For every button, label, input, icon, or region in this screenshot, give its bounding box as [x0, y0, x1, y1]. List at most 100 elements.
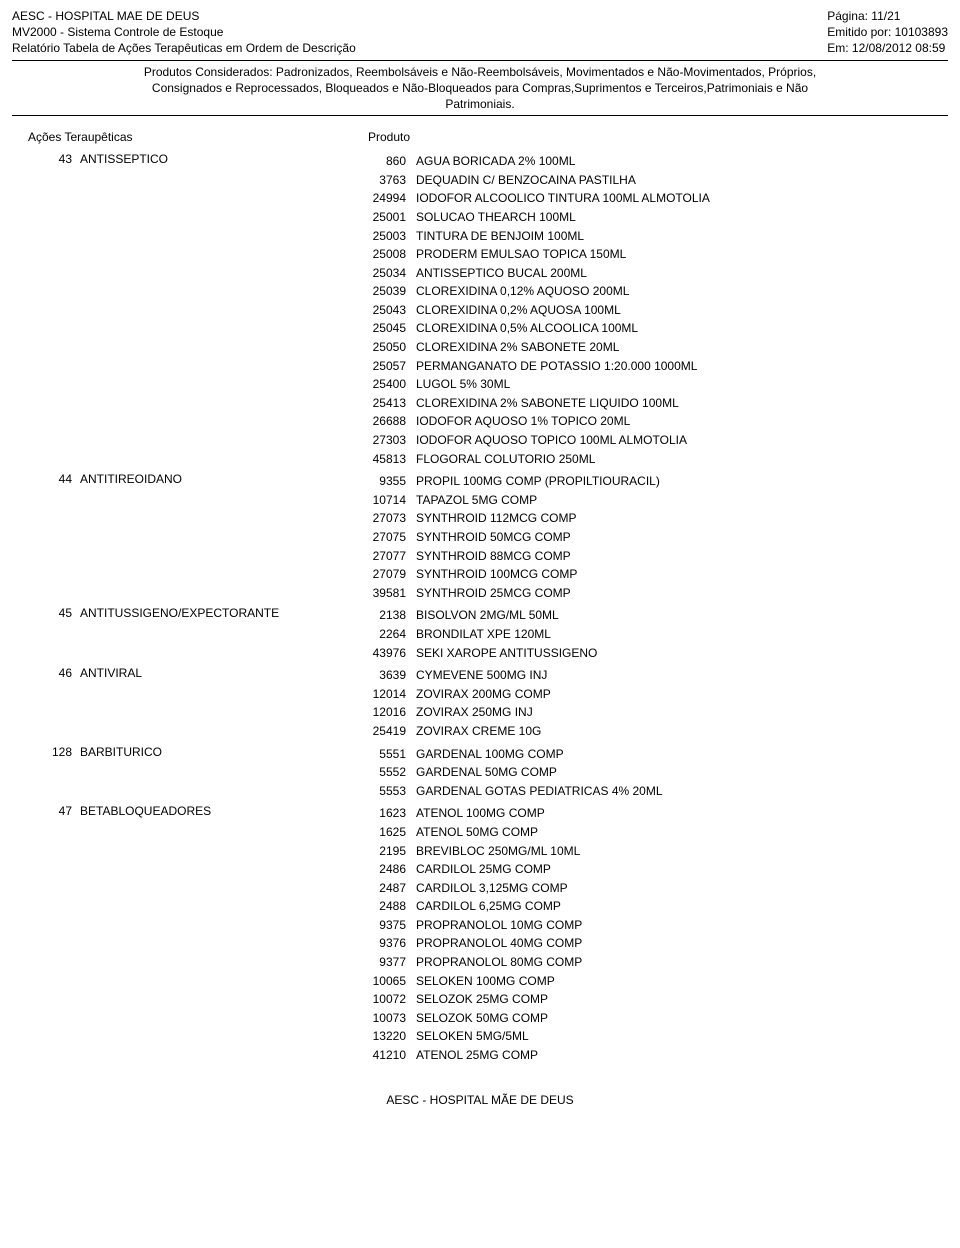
product-row: 25043CLOREXIDINA 0,2% AQUOSA 100ML	[352, 301, 948, 320]
product-code: 10073	[352, 1009, 416, 1028]
therapeutic-group: 128BARBITURICO5551GARDENAL 100MG COMP555…	[12, 745, 948, 801]
product-code: 10065	[352, 972, 416, 991]
product-row: 25057PERMANGANATO DE POTASSIO 1:20.000 1…	[352, 357, 948, 376]
product-name: CARDILOL 3,125MG COMP	[416, 879, 948, 898]
emitted-at: Em: 12/08/2012 08:59	[827, 40, 948, 56]
therapeutic-group: 45ANTITUSSIGENO/EXPECTORANTE2138BISOLVON…	[12, 606, 948, 662]
product-row: 25400LUGOL 5% 30ML	[352, 375, 948, 394]
product-row: 9376PROPRANOLOL 40MG COMP	[352, 934, 948, 953]
product-name: GARDENAL 100MG COMP	[416, 745, 948, 764]
column-header-product: Produto	[368, 130, 948, 144]
product-code: 25008	[352, 245, 416, 264]
product-row: 10714TAPAZOL 5MG COMP	[352, 491, 948, 510]
product-row: 25034ANTISSEPTICO BUCAL 200ML	[352, 264, 948, 283]
product-code: 25045	[352, 319, 416, 338]
product-code: 27073	[352, 509, 416, 528]
product-row: 13220SELOKEN 5MG/5ML	[352, 1027, 948, 1046]
product-row: 9375PROPRANOLOL 10MG COMP	[352, 916, 948, 935]
product-row: 3763DEQUADIN C/ BENZOCAINA PASTILHA	[352, 171, 948, 190]
product-name: ATENOL 50MG COMP	[416, 823, 948, 842]
product-row: 10065SELOKEN 100MG COMP	[352, 972, 948, 991]
product-row: 24994IODOFOR ALCOOLICO TINTURA 100ML ALM…	[352, 189, 948, 208]
product-name: DEQUADIN C/ BENZOCAINA PASTILHA	[416, 171, 948, 190]
product-name: TAPAZOL 5MG COMP	[416, 491, 948, 510]
product-row: 27079SYNTHROID 100MCG COMP	[352, 565, 948, 584]
product-name: IODOFOR AQUOSO TOPICO 100ML ALMOTOLIA	[416, 431, 948, 450]
product-code: 3639	[352, 666, 416, 685]
emitted-by: Emitido por: 10103893	[827, 24, 948, 40]
product-code: 25003	[352, 227, 416, 246]
groups-container: 43ANTISSEPTICO860AGUA BORICADA 2% 100ML3…	[12, 152, 948, 1065]
therapeutic-group: 46ANTIVIRAL3639CYMEVENE 500MG INJ12014ZO…	[12, 666, 948, 740]
product-row: 2138BISOLVON 2MG/ML 50ML	[352, 606, 948, 625]
product-row: 5552GARDENAL 50MG COMP	[352, 763, 948, 782]
product-name: PROPRANOLOL 40MG COMP	[416, 934, 948, 953]
product-row: 12016ZOVIRAX 250MG INJ	[352, 703, 948, 722]
product-row: 25050CLOREXIDINA 2% SABONETE 20ML	[352, 338, 948, 357]
page-number: Página: 11/21	[827, 8, 948, 24]
product-code: 2195	[352, 842, 416, 861]
group-name: BETABLOQUEADORES	[80, 804, 352, 1064]
product-row: 25008PRODERM EMULSAO TOPICA 150ML	[352, 245, 948, 264]
products-list: 2138BISOLVON 2MG/ML 50ML2264BRONDILAT XP…	[352, 606, 948, 662]
system-name: MV2000 - Sistema Controle de Estoque	[12, 24, 356, 40]
group-code: 45	[12, 606, 80, 662]
column-header-actions: Ações Teraupêticas	[12, 130, 368, 144]
product-row: 25039CLOREXIDINA 0,12% AQUOSO 200ML	[352, 282, 948, 301]
product-name: PERMANGANATO DE POTASSIO 1:20.000 1000ML	[416, 357, 948, 376]
product-code: 5552	[352, 763, 416, 782]
product-name: TINTURA DE BENJOIM 100ML	[416, 227, 948, 246]
products-list: 5551GARDENAL 100MG COMP5552GARDENAL 50MG…	[352, 745, 948, 801]
therapeutic-group: 47BETABLOQUEADORES1623ATENOL 100MG COMP1…	[12, 804, 948, 1064]
product-code: 25034	[352, 264, 416, 283]
group-name: ANTITIREOIDANO	[80, 472, 352, 602]
product-row: 27303IODOFOR AQUOSO TOPICO 100ML ALMOTOL…	[352, 431, 948, 450]
product-name: SYNTHROID 25MCG COMP	[416, 584, 948, 603]
filter-description: Produtos Considerados: Padronizados, Ree…	[12, 64, 948, 113]
product-code: 12016	[352, 703, 416, 722]
product-row: 25003TINTURA DE BENJOIM 100ML	[352, 227, 948, 246]
product-row: 25413CLOREXIDINA 2% SABONETE LIQUIDO 100…	[352, 394, 948, 413]
header-right: Página: 11/21 Emitido por: 10103893 Em: …	[827, 8, 948, 57]
product-name: SELOZOK 25MG COMP	[416, 990, 948, 1009]
products-list: 1623ATENOL 100MG COMP1625ATENOL 50MG COM…	[352, 804, 948, 1064]
report-header: AESC - HOSPITAL MAE DE DEUS MV2000 - Sis…	[12, 8, 948, 57]
product-row: 41210ATENOL 25MG COMP	[352, 1046, 948, 1065]
product-name: ANTISSEPTICO BUCAL 200ML	[416, 264, 948, 283]
product-code: 2488	[352, 897, 416, 916]
product-name: SOLUCAO THEARCH 100ML	[416, 208, 948, 227]
product-code: 27079	[352, 565, 416, 584]
product-row: 2486CARDILOL 25MG COMP	[352, 860, 948, 879]
product-code: 43976	[352, 644, 416, 663]
product-code: 9377	[352, 953, 416, 972]
product-name: BREVIBLOC 250MG/ML 10ML	[416, 842, 948, 861]
product-name: SYNTHROID 112MCG COMP	[416, 509, 948, 528]
therapeutic-group: 44ANTITIREOIDANO9355PROPIL 100MG COMP (P…	[12, 472, 948, 602]
product-row: 5553GARDENAL GOTAS PEDIATRICAS 4% 20ML	[352, 782, 948, 801]
group-name: ANTITUSSIGENO/EXPECTORANTE	[80, 606, 352, 662]
product-code: 2486	[352, 860, 416, 879]
product-code: 39581	[352, 584, 416, 603]
product-name: ZOVIRAX 200MG COMP	[416, 685, 948, 704]
product-row: 27075SYNTHROID 50MCG COMP	[352, 528, 948, 547]
product-name: IODOFOR AQUOSO 1% TOPICO 20ML	[416, 412, 948, 431]
product-name: SYNTHROID 88MCG COMP	[416, 547, 948, 566]
product-name: ZOVIRAX CREME 10G	[416, 722, 948, 741]
product-row: 9377PROPRANOLOL 80MG COMP	[352, 953, 948, 972]
filter-line: Consignados e Reprocessados, Bloqueados …	[14, 80, 946, 96]
product-row: 12014ZOVIRAX 200MG COMP	[352, 685, 948, 704]
report-title: Relatório Tabela de Ações Terapêuticas e…	[12, 40, 356, 56]
product-name: PROPIL 100MG COMP (PROPILTIOURACIL)	[416, 472, 948, 491]
product-code: 27075	[352, 528, 416, 547]
product-code: 25057	[352, 357, 416, 376]
product-name: GARDENAL GOTAS PEDIATRICAS 4% 20ML	[416, 782, 948, 801]
product-code: 25039	[352, 282, 416, 301]
product-code: 45813	[352, 450, 416, 469]
product-code: 2487	[352, 879, 416, 898]
report-footer: AESC - HOSPITAL MÃE DE DEUS	[12, 1093, 948, 1107]
group-name: ANTISSEPTICO	[80, 152, 352, 468]
product-name: CLOREXIDINA 2% SABONETE 20ML	[416, 338, 948, 357]
therapeutic-group: 43ANTISSEPTICO860AGUA BORICADA 2% 100ML3…	[12, 152, 948, 468]
product-name: FLOGORAL COLUTORIO 250ML	[416, 450, 948, 469]
product-row: 10072SELOZOK 25MG COMP	[352, 990, 948, 1009]
